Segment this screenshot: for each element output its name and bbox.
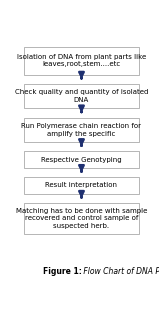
Text: Isolation of DNA from plant parts like
leaves,root,stem....etc: Isolation of DNA from plant parts like l…	[17, 54, 146, 68]
Text: Respective Genotyping: Respective Genotyping	[41, 157, 122, 163]
Text: Check quality and quantity of isolated
DNA: Check quality and quantity of isolated D…	[15, 89, 148, 103]
FancyBboxPatch shape	[24, 47, 139, 75]
FancyBboxPatch shape	[24, 151, 139, 168]
FancyBboxPatch shape	[24, 84, 139, 108]
Text: Figure 1:: Figure 1:	[43, 267, 81, 276]
Text: Run Polymerase chain reaction for
amplify the specific: Run Polymerase chain reaction for amplif…	[21, 123, 142, 137]
FancyBboxPatch shape	[24, 118, 139, 142]
Text: Flow Chart of DNA Profiling: Flow Chart of DNA Profiling	[81, 267, 159, 276]
Text: Result interpretation: Result interpretation	[45, 183, 118, 189]
FancyBboxPatch shape	[24, 203, 139, 234]
FancyBboxPatch shape	[24, 177, 139, 194]
Text: Matching has to be done with sample
recovered and control sample of
suspected he: Matching has to be done with sample reco…	[16, 208, 147, 229]
